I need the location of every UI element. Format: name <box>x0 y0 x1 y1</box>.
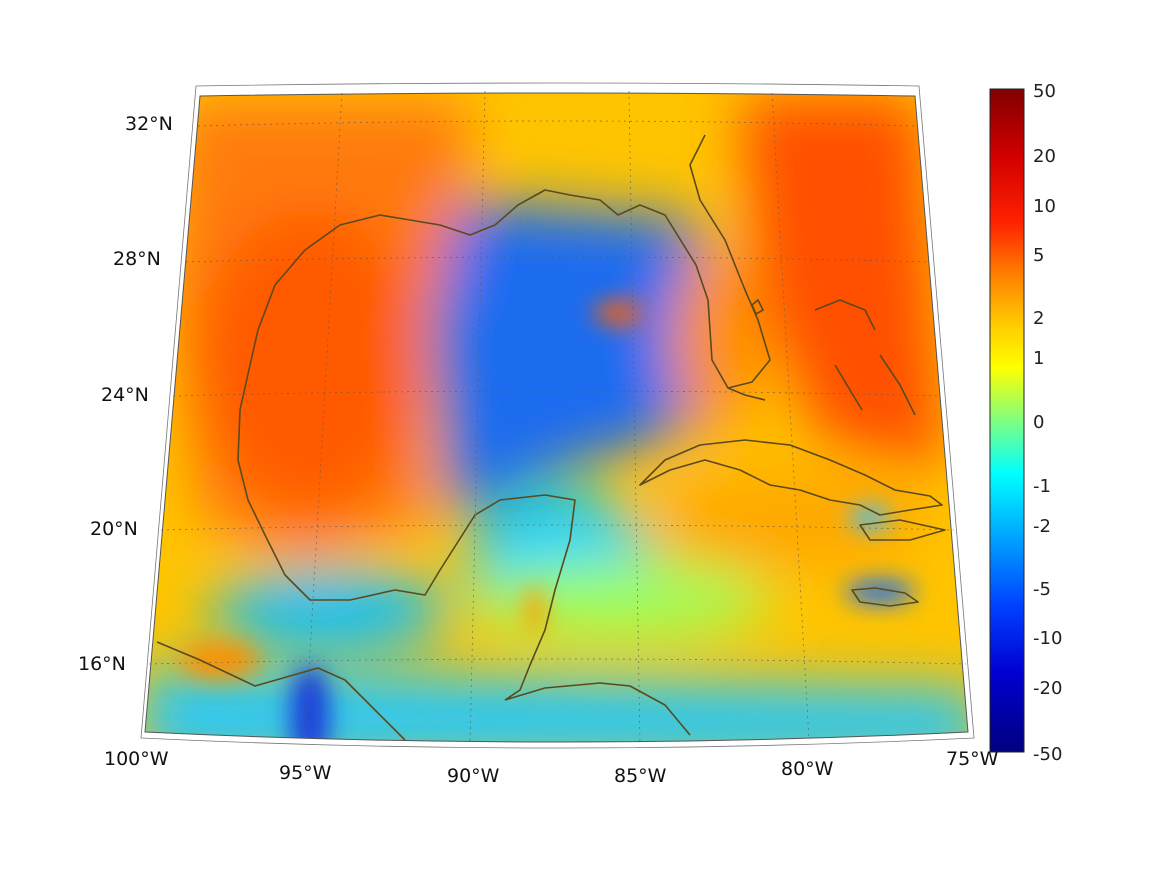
field-jamaica-cold <box>845 580 915 604</box>
lake-okeechobee <box>751 299 764 315</box>
colorbar-labels: 50 20 10 5 2 1 0 -1 -2 -5 -10 -20 -50 <box>1033 81 1062 765</box>
field-details <box>180 301 915 742</box>
lon-label-100w: 100°W <box>104 748 169 770</box>
meridian-95w <box>304 92 343 741</box>
lon-label-75w: 75°W <box>946 748 999 770</box>
colorbar-label-minus50: -50 <box>1033 744 1062 765</box>
data-field <box>145 93 968 742</box>
parallel-20n <box>160 524 955 531</box>
hispaniola-coast <box>859 519 946 541</box>
colorbar-label-minus1: -1 <box>1033 476 1051 497</box>
pacific-coast <box>156 641 406 741</box>
lon-axis-labels: 100°W 95°W 90°W 85°W 80°W 75°W <box>104 748 999 787</box>
graticule <box>148 90 967 746</box>
field-gulf-cold <box>430 200 700 520</box>
cuba-coast <box>639 439 943 516</box>
field-south-cool <box>145 670 968 742</box>
colorbar-label-0: 0 <box>1033 412 1044 433</box>
lon-label-80w: 80°W <box>781 758 834 780</box>
colorbar-gradient <box>989 88 1025 753</box>
field-caribbean-warm <box>650 470 930 570</box>
lat-label-28n: 28°N <box>113 248 161 270</box>
colorbar-label-1: 1 <box>1033 348 1044 369</box>
parallel-28n <box>185 256 930 263</box>
field-texas-core <box>200 210 420 510</box>
colorbar: 50 20 10 5 2 1 0 -1 -2 -5 -10 -20 -50 <box>989 81 1062 765</box>
field-belize-warm <box>525 585 545 635</box>
lon-label-85w: 85°W <box>614 765 667 787</box>
colorbar-label-2: 2 <box>1033 308 1044 329</box>
colorbar-label-20: 20 <box>1033 146 1056 167</box>
field-campeche-cool <box>210 570 450 650</box>
bahamas-islands <box>814 299 916 416</box>
lat-label-16n: 16°N <box>78 653 126 675</box>
field-florida-shelf <box>670 250 770 430</box>
lat-label-24n: 24°N <box>101 384 149 406</box>
lat-label-32n: 32°N <box>125 113 173 135</box>
lon-label-90w: 90°W <box>447 765 500 787</box>
colorbar-label-minus20: -20 <box>1033 678 1062 699</box>
lon-label-95w: 95°W <box>279 762 332 784</box>
meridian-90w <box>469 90 486 746</box>
field-blobs <box>145 96 968 742</box>
field-warm-eddy <box>594 301 642 325</box>
central-america-coast <box>504 682 691 736</box>
florida-keys <box>727 387 766 401</box>
map-frame <box>144 92 969 743</box>
colorbar-label-minus10: -10 <box>1033 628 1062 649</box>
jamaica-coast <box>851 587 919 607</box>
field-pacific-cold <box>290 665 330 742</box>
meridian-80w <box>771 92 810 741</box>
colorbar-label-50: 50 <box>1033 81 1056 102</box>
colorbar-label-10: 10 <box>1033 196 1056 217</box>
colorbar-label-minus5: -5 <box>1033 579 1051 600</box>
lat-label-20n: 20°N <box>90 518 138 540</box>
field-central-green <box>470 560 770 640</box>
field-cuba-cold <box>850 506 890 530</box>
colorbar-label-5: 5 <box>1033 245 1044 266</box>
lat-axis-labels: 16°N 20°N 24°N 28°N 32°N <box>78 113 173 675</box>
parallel-16n <box>148 658 967 665</box>
coastlines <box>156 134 946 741</box>
meridian-85w <box>628 90 641 746</box>
field-guatemala-warm <box>180 642 260 678</box>
map-frame-outer <box>140 82 975 749</box>
colorbar-label-minus2: -2 <box>1033 516 1051 537</box>
parallel-24n <box>172 390 942 397</box>
